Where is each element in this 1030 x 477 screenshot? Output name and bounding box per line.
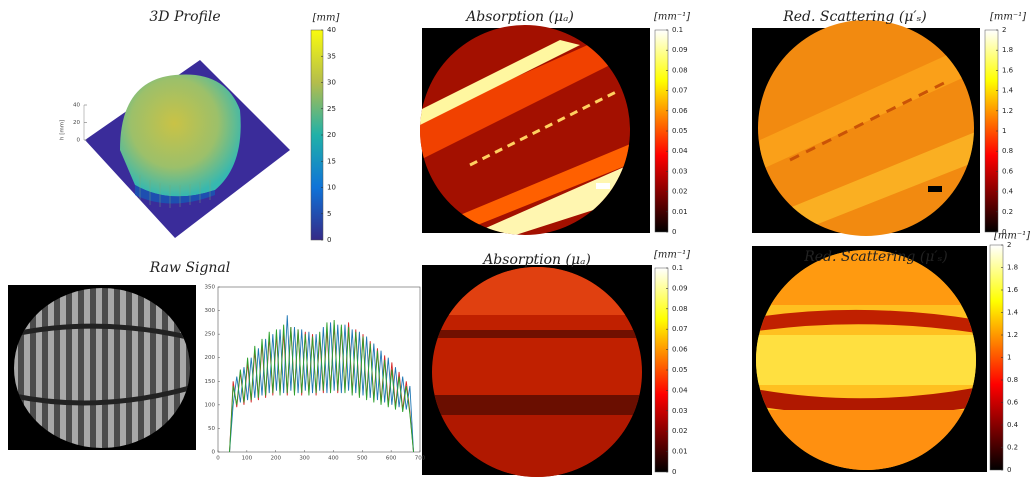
colorbar-tick-label: 0.06 <box>672 107 688 115</box>
unit-label: [mm⁻¹] <box>654 250 690 261</box>
scattering-map <box>752 20 980 236</box>
colorbar-tick-label: 0.07 <box>672 325 688 333</box>
colorbar-tick-label: 10 <box>327 184 336 192</box>
colorbar-tick-label: 1 <box>1002 127 1006 135</box>
colorbar-tick-label: 35 <box>327 52 336 60</box>
colorbar-tick-label: 0.01 <box>672 448 688 456</box>
colorbar-tick-label: 40 <box>327 26 336 34</box>
colorbar-tick-label: 0.2 <box>1002 208 1013 216</box>
y-tick-label: 40 <box>73 103 80 109</box>
y-tick-label: 150 <box>205 379 216 385</box>
panel-title: Raw Signal <box>149 260 231 276</box>
colorbar-tick-label: 0.8 <box>1002 147 1013 155</box>
colorbar-tick-label: 1 <box>1007 354 1011 362</box>
colorbar-tick-label: 1.8 <box>1002 46 1013 54</box>
y-tick-label: 250 <box>205 332 216 338</box>
series-line <box>229 319 414 453</box>
colorbar-tick-label: 20 <box>327 131 336 139</box>
colorbar-tick-label: 0.6 <box>1007 399 1019 407</box>
colorbar-tick-label: 1.4 <box>1007 309 1019 317</box>
y-tick-label: 0 <box>77 138 81 144</box>
colorbar-tick-label: 0.02 <box>672 427 688 435</box>
colorbar-tick-label: 0.04 <box>672 147 688 155</box>
colorbar-tick-label: 0.01 <box>672 208 688 216</box>
colorbar-tick-label: 0.4 <box>1007 421 1019 429</box>
colorbar-tick-label: 0 <box>1007 466 1011 474</box>
unit-label: [mm] <box>313 13 340 24</box>
axis-label: h [mm] <box>60 120 66 140</box>
x-tick-label: 700 <box>415 456 426 462</box>
colorbar-tick-label: 0 <box>672 228 676 236</box>
y-tick-label: 200 <box>205 355 216 361</box>
y-tick-label: 20 <box>73 120 80 126</box>
colorbar-tick-label: 0.08 <box>672 66 688 74</box>
scattering-map <box>752 246 987 472</box>
absorption-map <box>422 265 652 477</box>
colorbar-tick-label: 0.08 <box>672 305 688 313</box>
x-tick-label: 600 <box>386 456 397 462</box>
colorbar-tick-label: 1.2 <box>1002 107 1013 115</box>
colorbar-tick-label: 0 <box>327 236 331 244</box>
unit-label: [mm⁻¹] <box>994 231 1030 242</box>
colorbar-tick-label: 0.03 <box>672 407 688 415</box>
colorbar-tick-label: 30 <box>327 79 336 87</box>
raw-image <box>8 285 196 450</box>
panel-title: Red. Scattering (μ′ₛ) <box>803 249 948 265</box>
colorbar-tick-label: 5 <box>327 210 331 218</box>
colorbar-tick-label: 1.6 <box>1007 286 1019 294</box>
colorbar-tick-label: 0.04 <box>672 386 688 394</box>
unit-label: [mm⁻¹] <box>654 12 690 23</box>
colorbar-tick-label: 0.06 <box>672 346 688 354</box>
colorbar-tick-label: 0.07 <box>672 87 688 95</box>
colorbar-tick-label: 0.03 <box>672 167 688 175</box>
y-tick-label: 100 <box>205 402 216 408</box>
colorbar-tick-label: 1.2 <box>1007 331 1018 339</box>
colorbar-tick-label: 2 <box>1002 26 1006 34</box>
x-tick-label: 100 <box>242 456 253 462</box>
colorbar-tick-label: 1.8 <box>1007 264 1018 272</box>
colorbar-tick-label: 2 <box>1007 241 1011 249</box>
colorbar-tick-label: 0 <box>1002 228 1006 236</box>
colorbar-tick-label: 0.8 <box>1007 376 1018 384</box>
colorbar-tick-label: 0.05 <box>672 366 688 374</box>
colorbar-tick-label: 0.6 <box>1002 167 1014 175</box>
colorbar-tick-label: 0.09 <box>672 46 688 54</box>
plot-frame <box>217 286 421 453</box>
colorbar-tick-label: 1.4 <box>1002 87 1014 95</box>
absorption-map <box>420 25 650 235</box>
x-tick-label: 400 <box>328 456 339 462</box>
y-tick-label: 50 <box>208 426 215 432</box>
profile-surface <box>83 60 290 238</box>
y-tick-label: 0 <box>212 450 216 456</box>
x-tick-label: 0 <box>216 456 220 462</box>
panel-title: 3D Profile <box>149 9 220 25</box>
x-tick-label: 200 <box>270 456 281 462</box>
colorbar-tick-label: 0.1 <box>672 264 683 272</box>
x-tick-label: 300 <box>299 456 310 462</box>
colorbar-tick-label: 0.05 <box>672 127 688 135</box>
colorbar-tick-label: 25 <box>327 105 336 113</box>
colorbar-tick-label: 15 <box>327 157 336 165</box>
colorbar-tick-label: 0.09 <box>672 284 688 292</box>
colorbar-tick-label: 0.1 <box>672 26 683 34</box>
colorbar-tick-label: 0 <box>672 468 676 476</box>
colorbar-tick-label: 0.4 <box>1002 188 1014 196</box>
panel-title: Red. Scattering (μ′ₛ) <box>782 9 927 25</box>
y-tick-label: 300 <box>205 308 216 314</box>
unit-label: [mm⁻¹] <box>990 12 1026 23</box>
panel-title: Absorption (μₐ) <box>464 9 574 25</box>
x-tick-label: 500 <box>357 456 368 462</box>
colorbar-tick-label: 0.02 <box>672 188 688 196</box>
panel-title: Absorption (μₐ) <box>481 252 591 268</box>
colorbar-tick-label: 1.6 <box>1002 66 1014 74</box>
colorbar-tick-label: 0.2 <box>1007 444 1018 452</box>
y-tick-label: 350 <box>205 285 216 291</box>
